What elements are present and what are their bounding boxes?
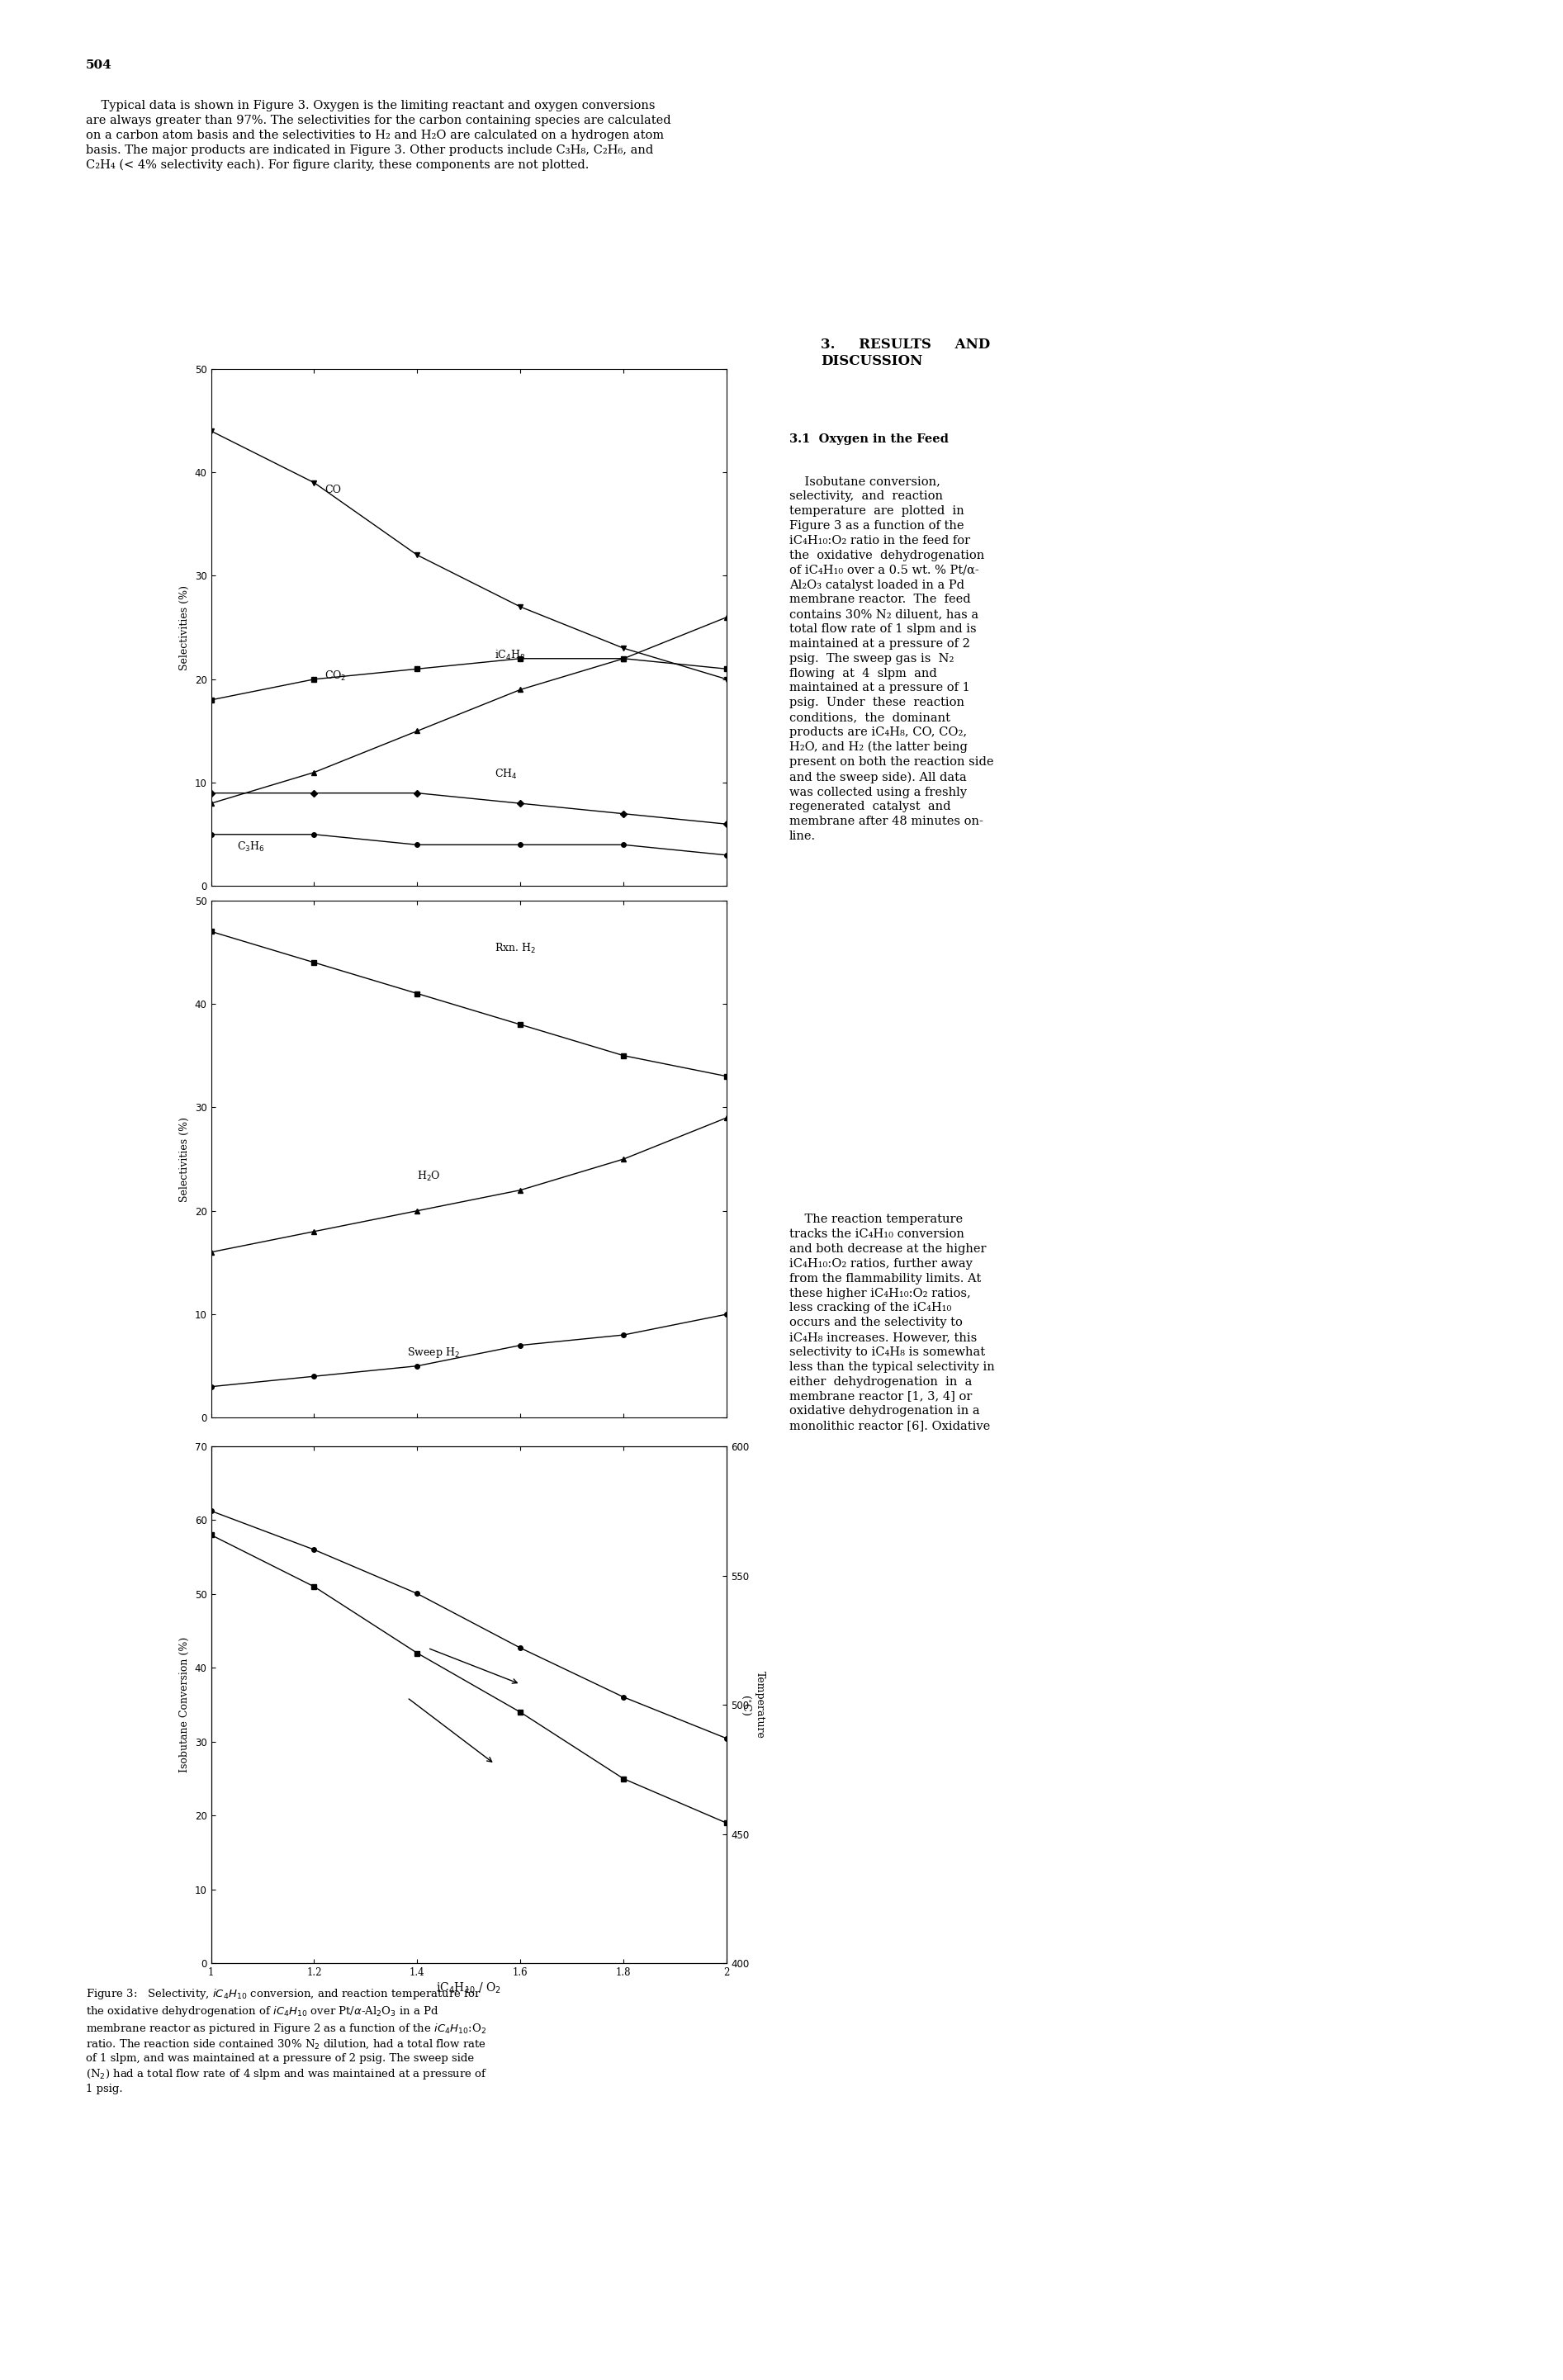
Text: C$_3$H$_6$: C$_3$H$_6$ bbox=[238, 840, 264, 854]
Text: CH$_4$: CH$_4$ bbox=[495, 769, 517, 781]
Y-axis label: Selectivities (%): Selectivities (%) bbox=[180, 585, 191, 671]
Text: Figure 3:   Selectivity, $iC_4H_{10}$ conversion, and reaction temperature for
t: Figure 3: Selectivity, $iC_4H_{10}$ conv… bbox=[86, 1987, 488, 2094]
Text: H$_2$O: H$_2$O bbox=[417, 1171, 441, 1183]
Text: CO$_2$: CO$_2$ bbox=[325, 669, 347, 683]
Text: CO: CO bbox=[325, 486, 341, 495]
Text: 504: 504 bbox=[86, 60, 113, 71]
Text: The reaction temperature
tracks the iC₄H₁₀ conversion
and both decrease at the h: The reaction temperature tracks the iC₄H… bbox=[789, 1214, 994, 1433]
Text: Rxn. H$_2$: Rxn. H$_2$ bbox=[495, 942, 536, 954]
Text: iC$_4$H$_8$: iC$_4$H$_8$ bbox=[495, 650, 525, 662]
Y-axis label: Selectivities (%): Selectivities (%) bbox=[180, 1116, 191, 1202]
Text: 3.     RESULTS     AND
DISCUSSION: 3. RESULTS AND DISCUSSION bbox=[821, 338, 989, 369]
Text: 3.1  Oxygen in the Feed: 3.1 Oxygen in the Feed bbox=[789, 433, 949, 445]
Y-axis label: Isobutane Conversion (%): Isobutane Conversion (%) bbox=[180, 1637, 191, 1773]
Y-axis label: Temperature
($^{\circ}$C): Temperature ($^{\circ}$C) bbox=[741, 1671, 766, 1740]
Text: Typical data is shown in Figure 3. Oxygen is the limiting reactant and oxygen co: Typical data is shown in Figure 3. Oxyge… bbox=[86, 100, 671, 171]
Text: Sweep H$_2$: Sweep H$_2$ bbox=[406, 1345, 460, 1359]
X-axis label: iC$_4$H$_{10}$ / O$_2$: iC$_4$H$_{10}$ / O$_2$ bbox=[436, 1980, 502, 1994]
Text: Isobutane conversion,
selectivity,  and  reaction
temperature  are  plotted  in
: Isobutane conversion, selectivity, and r… bbox=[789, 476, 994, 843]
